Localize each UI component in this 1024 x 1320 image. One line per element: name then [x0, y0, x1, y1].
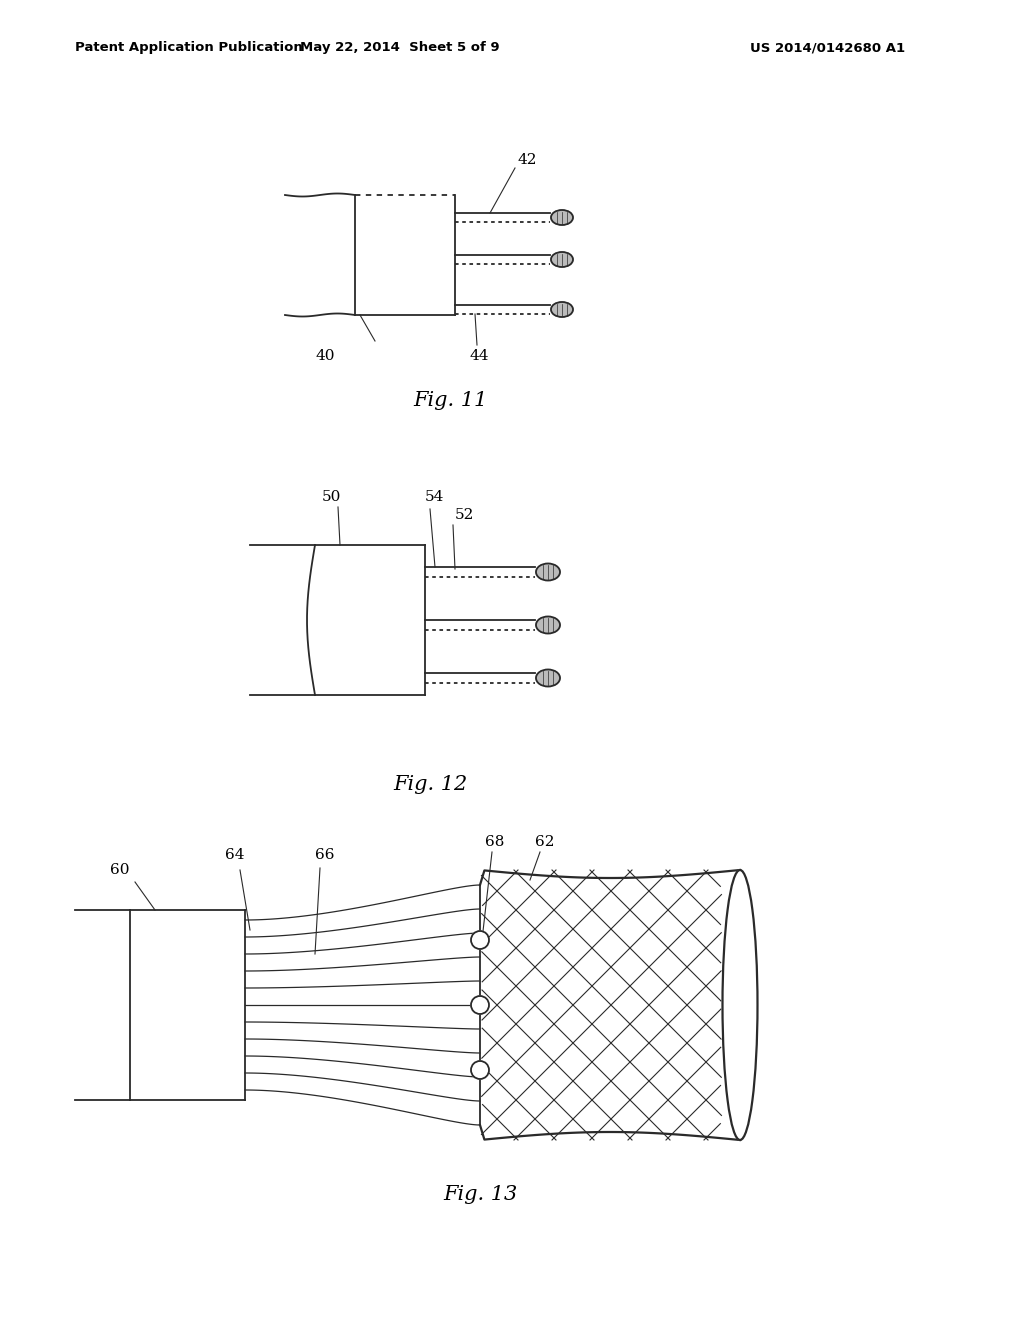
Ellipse shape [551, 210, 573, 224]
Circle shape [471, 997, 489, 1014]
Text: Fig. 13: Fig. 13 [442, 1185, 517, 1204]
Ellipse shape [723, 870, 758, 1140]
Text: 66: 66 [315, 847, 335, 862]
Ellipse shape [536, 564, 560, 581]
Ellipse shape [536, 616, 560, 634]
Text: 52: 52 [455, 508, 474, 521]
Text: Fig. 12: Fig. 12 [393, 776, 467, 795]
Text: 62: 62 [536, 836, 555, 849]
Ellipse shape [551, 302, 573, 317]
Text: 44: 44 [469, 348, 488, 363]
Text: 42: 42 [518, 153, 538, 168]
Circle shape [471, 931, 489, 949]
Text: 60: 60 [111, 863, 130, 876]
Text: 64: 64 [225, 847, 245, 862]
Text: 50: 50 [322, 490, 341, 504]
Text: Patent Application Publication: Patent Application Publication [75, 41, 303, 54]
Text: May 22, 2014  Sheet 5 of 9: May 22, 2014 Sheet 5 of 9 [300, 41, 500, 54]
Ellipse shape [536, 669, 560, 686]
Text: Fig. 11: Fig. 11 [413, 391, 487, 409]
Text: US 2014/0142680 A1: US 2014/0142680 A1 [750, 41, 905, 54]
Text: 68: 68 [485, 836, 505, 849]
Text: 54: 54 [425, 490, 444, 504]
Text: 40: 40 [315, 348, 335, 363]
Circle shape [471, 1061, 489, 1078]
Ellipse shape [551, 252, 573, 267]
